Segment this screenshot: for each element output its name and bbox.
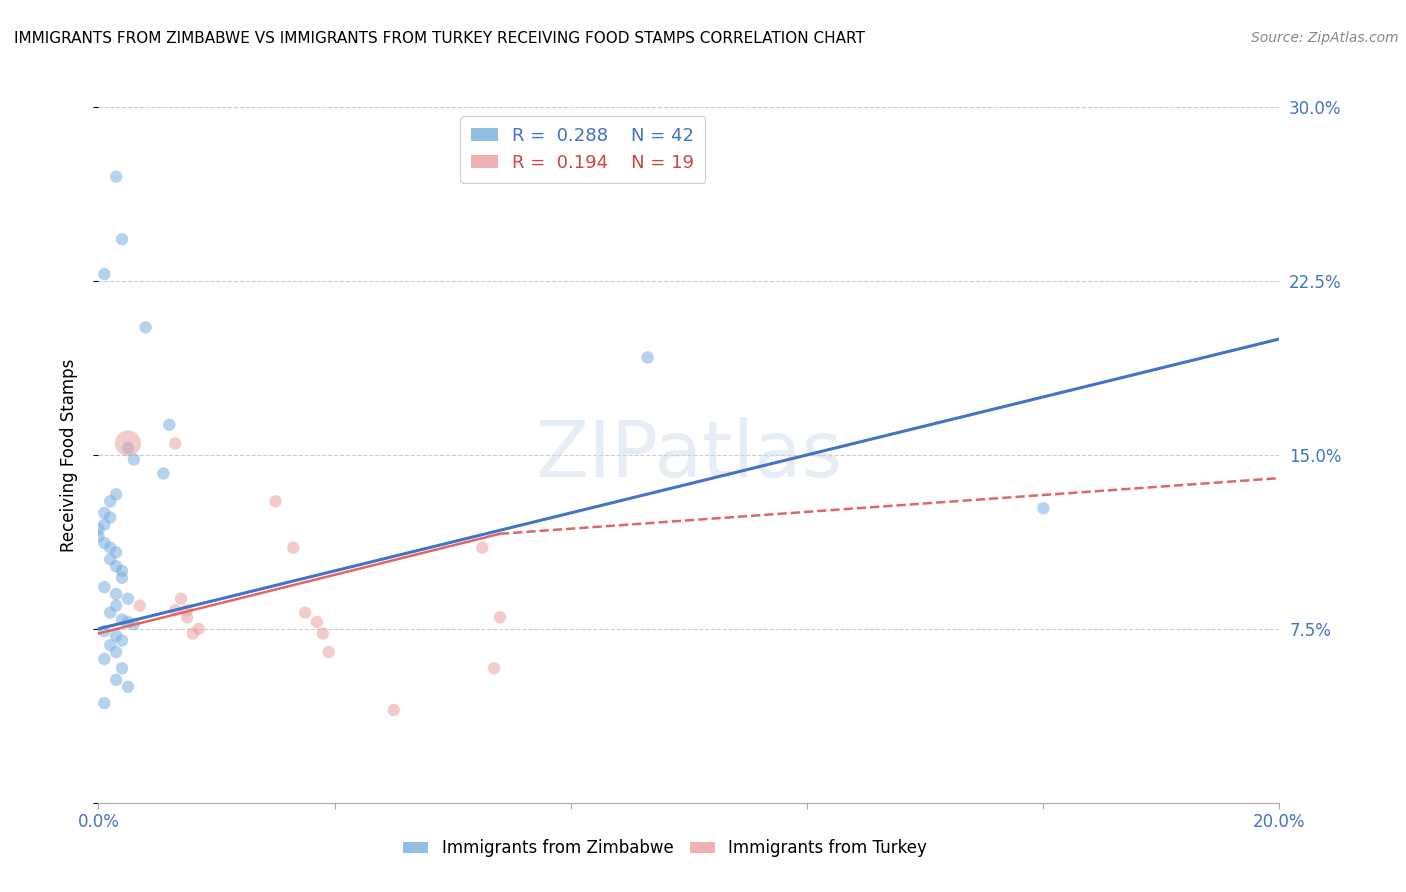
Point xyxy=(87,522,110,536)
Point xyxy=(264,494,287,508)
Point xyxy=(471,541,494,555)
Point xyxy=(105,587,128,601)
Point xyxy=(122,617,145,632)
Point xyxy=(1032,501,1054,516)
Point xyxy=(93,696,115,710)
Point xyxy=(105,545,128,559)
Point xyxy=(105,169,128,184)
Point xyxy=(105,599,128,613)
Point xyxy=(93,506,115,520)
Point xyxy=(117,615,139,629)
Point xyxy=(165,603,187,617)
Point xyxy=(98,552,121,566)
Point xyxy=(111,232,134,246)
Point xyxy=(128,599,150,613)
Text: IMMIGRANTS FROM ZIMBABWE VS IMMIGRANTS FROM TURKEY RECEIVING FOOD STAMPS CORRELA: IMMIGRANTS FROM ZIMBABWE VS IMMIGRANTS F… xyxy=(14,31,865,46)
Point xyxy=(98,541,121,555)
Point xyxy=(294,606,316,620)
Point xyxy=(318,645,340,659)
Point xyxy=(93,652,115,666)
Point xyxy=(170,591,193,606)
Point xyxy=(111,571,134,585)
Point xyxy=(117,436,139,450)
Legend: Immigrants from Zimbabwe, Immigrants from Turkey: Immigrants from Zimbabwe, Immigrants fro… xyxy=(396,833,934,864)
Point xyxy=(187,622,209,636)
Point xyxy=(283,541,305,555)
Point xyxy=(111,613,134,627)
Point xyxy=(482,661,505,675)
Point xyxy=(105,629,128,643)
Point xyxy=(489,610,512,624)
Point xyxy=(93,580,115,594)
Point xyxy=(93,536,115,550)
Point xyxy=(111,564,134,578)
Point xyxy=(312,626,335,640)
Point xyxy=(105,645,128,659)
Point xyxy=(305,615,328,629)
Point xyxy=(98,494,121,508)
Point xyxy=(176,610,198,624)
Point xyxy=(135,320,157,334)
Point xyxy=(93,267,115,281)
Text: Source: ZipAtlas.com: Source: ZipAtlas.com xyxy=(1251,31,1399,45)
Point xyxy=(382,703,405,717)
Point xyxy=(117,441,139,455)
Point xyxy=(93,624,115,639)
Point xyxy=(637,351,659,365)
Point xyxy=(117,591,139,606)
Point xyxy=(98,638,121,652)
Point xyxy=(105,673,128,687)
Point xyxy=(105,487,128,501)
Point xyxy=(93,517,115,532)
Point xyxy=(111,661,134,675)
Point xyxy=(122,452,145,467)
Point xyxy=(98,510,121,524)
Y-axis label: Receiving Food Stamps: Receiving Food Stamps xyxy=(59,359,77,551)
Point xyxy=(152,467,174,481)
Point xyxy=(181,626,204,640)
Point xyxy=(87,529,110,543)
Point xyxy=(117,680,139,694)
Point xyxy=(165,436,187,450)
Point xyxy=(105,559,128,574)
Point xyxy=(157,417,180,432)
Point xyxy=(98,606,121,620)
Point xyxy=(176,603,198,617)
Point xyxy=(111,633,134,648)
Text: ZIPatlas: ZIPatlas xyxy=(536,417,842,493)
